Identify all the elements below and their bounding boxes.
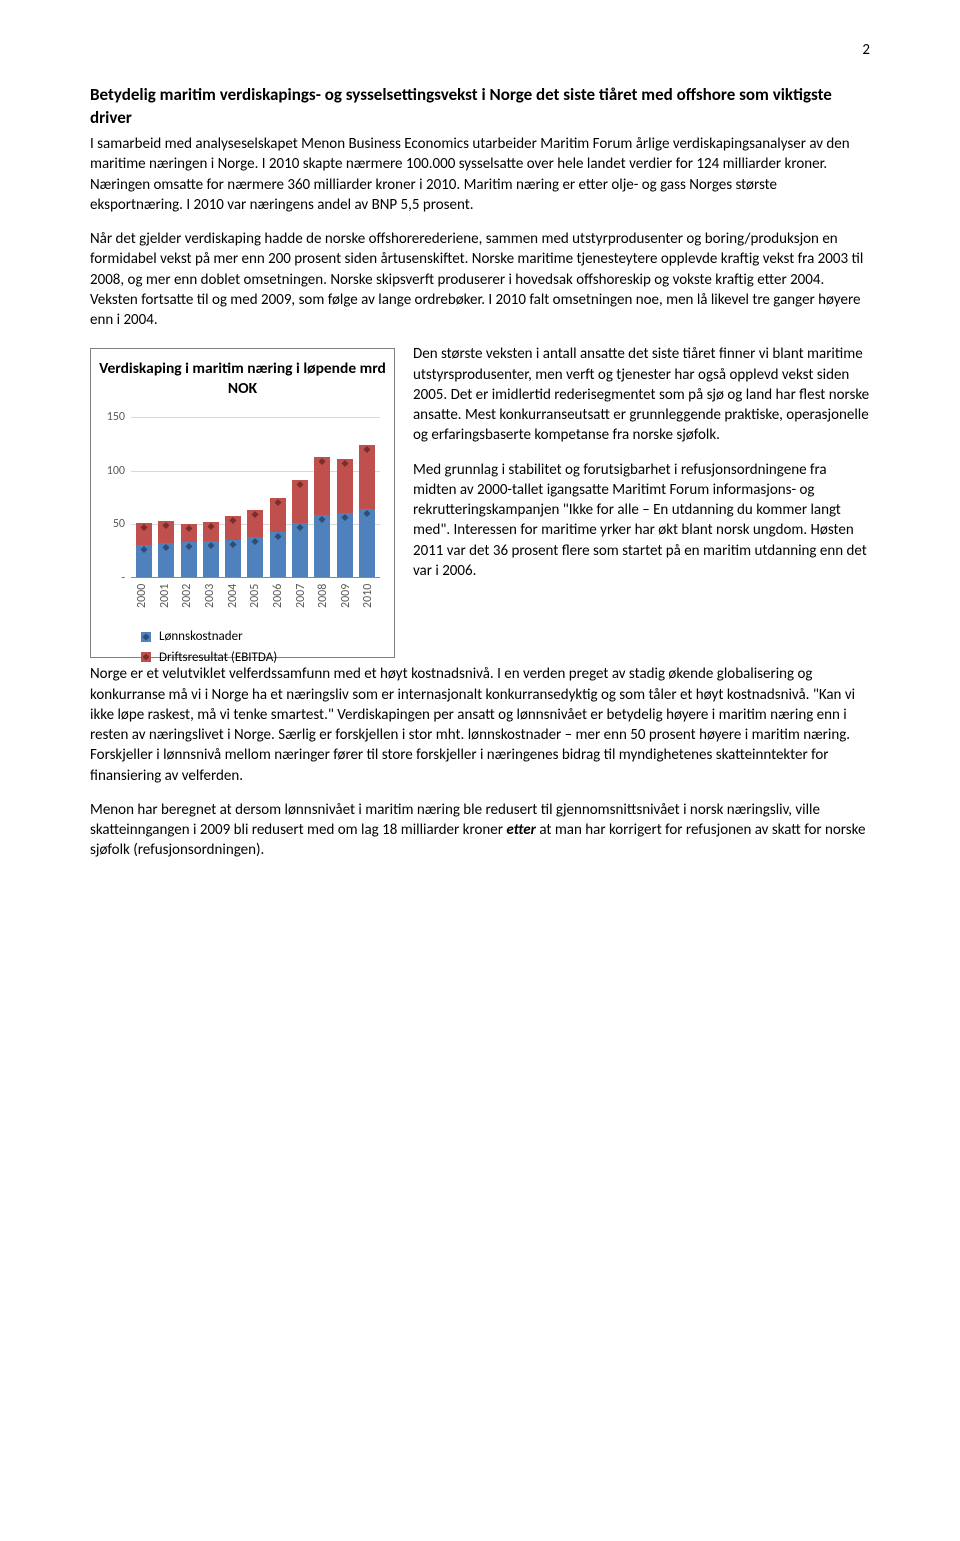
bar-segment-ebitda [158,521,174,543]
marker-icon [207,542,214,549]
chart-x-axis: 2000 2001 2002 2003 2004 2005 2006 2007 2008 2009… [131,584,380,618]
x-tick-label: 2006 [270,584,286,618]
bar-segment-lonn [292,523,308,577]
bar-segment-lonn [225,540,241,578]
bar-segment-lonn [203,541,219,578]
bar-segment-ebitda [203,522,219,540]
marker-icon [296,524,303,531]
bar-segment-lonn [158,543,174,577]
y-tick-label: 100 [107,463,125,479]
bar-segment-ebitda [292,480,308,523]
marker-icon [142,633,149,640]
bar-segment-ebitda [181,524,197,541]
bar-segment-lonn [337,513,353,578]
bar-column [247,510,263,577]
x-tick-label: 2010 [360,584,376,618]
marker-icon [230,540,237,547]
legend-swatch [141,632,151,642]
x-tick-label: 2004 [225,584,241,618]
paragraph-5: Menon har beregnet at dersom lønnsnivået… [90,800,870,861]
bar-column [203,522,219,577]
bar-segment-lonn [247,537,263,577]
bar-column [158,521,174,577]
paragraph-4: Norge er et velutviklet velferdssamfunn … [90,664,870,786]
marker-icon [141,524,148,531]
paragraph-2: Når det gjelder verdiskaping hadde de no… [90,229,870,330]
x-tick-label: 2007 [293,584,309,618]
marker-icon [274,533,281,540]
bar-column [225,516,241,577]
marker-icon [207,523,214,530]
x-tick-label: 2003 [202,584,218,618]
bar-column [270,498,286,578]
bar-column [292,480,308,577]
y-tick-label: 50 [113,516,125,532]
marker-icon [163,544,170,551]
x-tick-label: 2009 [338,584,354,618]
x-tick-label: 2008 [315,584,331,618]
bar-segment-lonn [136,545,152,577]
marker-icon [141,546,148,553]
legend-swatch [141,652,151,662]
bar-segment-lonn [270,532,286,577]
x-tick-label: 2001 [157,584,173,618]
chart-bars [131,406,380,577]
bar-segment-ebitda [225,516,241,540]
page-number: 2 [90,40,870,60]
marker-icon [363,510,370,517]
bar-segment-ebitda [136,523,152,545]
bar-segment-ebitda [247,510,263,537]
y-tick-label: 150 [107,409,125,425]
marker-icon [142,654,149,661]
x-tick-label: 2002 [179,584,195,618]
legend-row: Driftsresultat (EBITDA) [141,649,386,667]
bar-column [136,523,152,577]
emphasis-etter: etter [506,821,536,839]
marker-icon [252,511,259,518]
marker-icon [185,525,192,532]
bar-column [359,445,375,577]
chart-legend: Lønnskostnader Driftsresultat (EBITDA) [141,628,386,666]
paragraph-1: I samarbeid med analyseselskapet Menon B… [90,134,870,215]
marker-icon [319,516,326,523]
x-tick-label: 2000 [134,584,150,618]
marker-icon [319,458,326,465]
bar-segment-ebitda [314,457,330,515]
x-tick-label: 2005 [247,584,263,618]
chart-y-axis: -50100150 [99,406,129,577]
legend-label: Driftsresultat (EBITDA) [159,649,277,667]
page-heading: Betydelig maritim verdiskapings- og syss… [90,84,870,130]
bar-segment-ebitda [270,498,286,532]
legend-row: Lønnskostnader [141,628,386,646]
legend-label: Lønnskostnader [159,628,243,646]
marker-icon [274,499,281,506]
bar-segment-lonn [359,509,375,577]
bar-segment-ebitda [337,459,353,513]
y-tick-label: - [121,570,125,586]
marker-icon [363,446,370,453]
marker-icon [341,460,348,467]
marker-icon [341,514,348,521]
chart-title: Verdiskaping i maritim næring i løpende … [99,359,386,398]
bar-column [337,459,353,577]
chart-container: Verdiskaping i maritim næring i løpende … [90,348,395,658]
marker-icon [296,481,303,488]
marker-icon [230,517,237,524]
bar-column [181,524,197,577]
marker-icon [163,522,170,529]
bar-segment-lonn [314,515,330,577]
bar-segment-ebitda [359,445,375,510]
marker-icon [185,543,192,550]
bar-segment-lonn [181,542,197,577]
chart-plot: -50100150 [131,406,380,578]
bar-column [314,457,330,577]
marker-icon [252,538,259,545]
